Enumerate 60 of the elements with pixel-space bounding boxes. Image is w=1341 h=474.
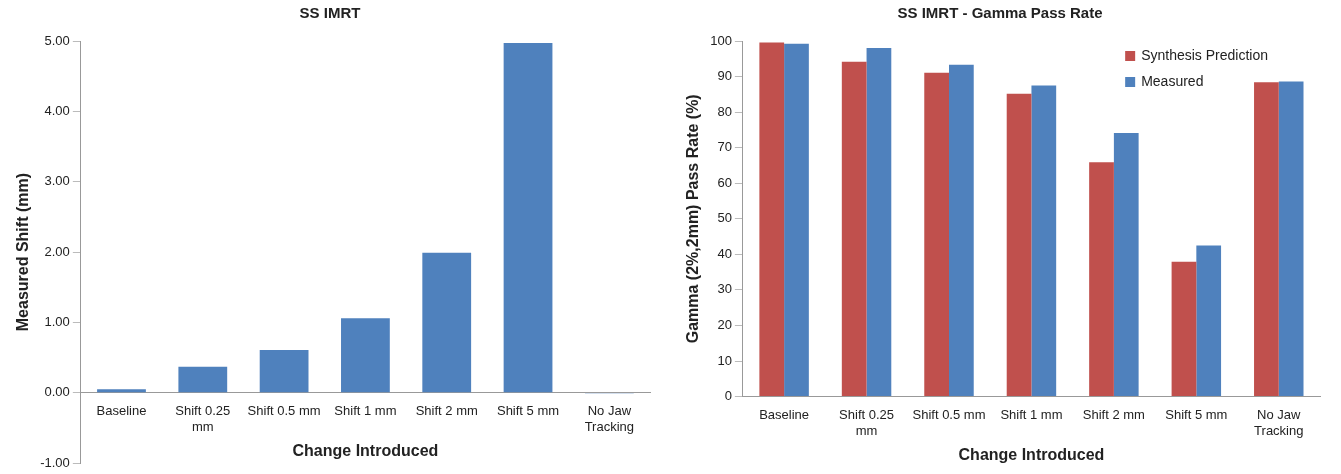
legend-label: Synthesis Prediction <box>1141 46 1268 63</box>
x-tick-label: Shift 0.25 mm <box>175 403 231 434</box>
y-axis-title: Measured Shift (mm) <box>14 172 32 332</box>
bar <box>1089 162 1114 397</box>
y-tick-label: 4.00 <box>44 102 70 118</box>
y-tick-label: 5.00 <box>44 32 70 48</box>
y-tick-label: 60 <box>717 174 732 190</box>
bar <box>1031 85 1057 397</box>
bar <box>1171 261 1197 397</box>
y-tick-label: 30 <box>717 281 732 297</box>
bar <box>97 389 146 393</box>
bar <box>841 61 867 397</box>
bar <box>341 318 390 393</box>
y-tick-label: 80 <box>717 103 732 119</box>
y-tick-label: -1.00 <box>40 454 70 470</box>
bar <box>949 64 974 397</box>
x-axis-title: Change Introduced <box>292 442 439 460</box>
y-tick-label: 3.00 <box>44 173 70 189</box>
y-tick-label: 0 <box>724 388 732 404</box>
x-tick-label: Shift 1 mm <box>334 403 397 419</box>
y-tick-label: 1.00 <box>44 314 70 330</box>
y-tick-label: 10 <box>717 352 732 368</box>
bar <box>784 43 809 397</box>
bar <box>422 252 472 393</box>
bar <box>503 43 553 393</box>
chart-title: SS IMRT <box>299 4 361 22</box>
y-tick-label: 100 <box>710 32 732 48</box>
bar <box>1113 133 1139 397</box>
legend-label: Measured <box>1141 72 1204 89</box>
x-tick-label: Shift 0.25 mm <box>839 406 895 438</box>
y-tick-label: 40 <box>717 245 732 261</box>
bar <box>178 366 228 393</box>
bar <box>924 72 949 397</box>
x-tick-label: Shift 5 mm <box>1165 406 1228 422</box>
bar <box>1254 82 1279 397</box>
bar <box>1006 93 1032 397</box>
bar <box>759 42 785 397</box>
x-tick-label: Shift 2 mm <box>1082 406 1145 422</box>
y-tick-label: 90 <box>717 68 732 84</box>
x-tick-label: Baseline <box>759 406 810 422</box>
x-tick-label: Shift 0.5 mm <box>912 406 986 422</box>
x-axis-title: Change Introduced <box>958 445 1105 463</box>
x-tick-label: Shift 1 mm <box>1000 406 1063 422</box>
x-tick-label: No Jaw Tracking <box>1254 406 1304 438</box>
x-tick-label: Baseline <box>96 403 147 419</box>
y-axis-title: Gamma (2%,2mm) Pass Rate (%) <box>684 94 702 344</box>
y-tick-label: 0.00 <box>44 384 70 400</box>
x-tick-label: No Jaw Tracking <box>584 403 635 434</box>
bar <box>1196 245 1222 397</box>
bar <box>1278 81 1304 397</box>
x-tick-label: Shift 2 mm <box>415 403 478 419</box>
y-tick-label: 50 <box>717 210 732 226</box>
x-tick-label: Shift 0.5 mm <box>247 403 321 419</box>
bar <box>259 349 309 393</box>
chart-title: SS IMRT - Gamma Pass Rate <box>897 4 1103 22</box>
y-tick-label: 20 <box>717 317 732 333</box>
x-tick-label: Shift 5 mm <box>496 403 560 419</box>
y-tick-label: 2.00 <box>44 243 70 259</box>
y-tick-label: 70 <box>717 139 732 155</box>
bar <box>866 48 892 397</box>
